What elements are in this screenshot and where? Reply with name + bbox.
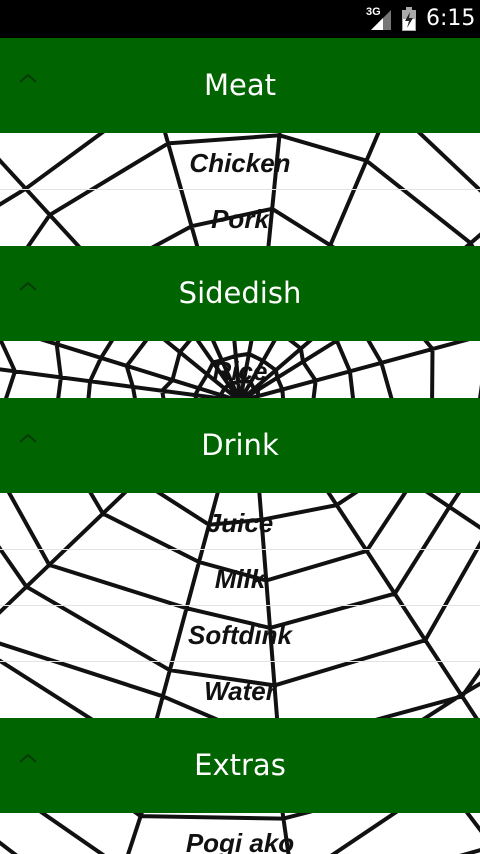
list-item-milk[interactable]: Milk (214, 564, 266, 594)
group-header-sidedish[interactable]: Sidedish (0, 246, 480, 341)
group-title: Meat (203, 68, 276, 102)
group-items-meat: Chicken Pork (0, 133, 480, 246)
chevron-up-icon (19, 281, 37, 291)
list-item-juice[interactable]: Juice (206, 508, 274, 538)
network-type: 3G (366, 6, 381, 18)
spiderweb-background (0, 341, 480, 398)
chevron-up-icon (19, 433, 37, 443)
group-items-drink: Juice Milk Softdink Water (0, 493, 480, 718)
group-header-meat[interactable]: Meat (0, 38, 480, 133)
group-items-extras: Pogi ako (0, 813, 480, 854)
chevron-up-icon (19, 753, 37, 763)
clock: 6:15 (426, 6, 476, 31)
list-item-pogi-ako[interactable]: Pogi ako (185, 828, 295, 854)
signal-icon (371, 10, 391, 30)
battery-icon (402, 7, 416, 31)
status-bar: 3G 6:15 (0, 0, 480, 38)
list-item-chicken[interactable]: Chicken (189, 148, 291, 178)
group-items-sidedish: Rice (0, 341, 480, 398)
group-header-drink[interactable]: Drink (0, 398, 480, 493)
group-title: Extras (194, 748, 286, 782)
list-item-pork[interactable]: Pork (211, 204, 269, 234)
group-header-extras[interactable]: Extras (0, 718, 480, 813)
list-item-rice[interactable]: Rice (212, 356, 268, 386)
group-title: Sidedish (178, 276, 302, 310)
list-item-water[interactable]: Water (204, 676, 276, 706)
list-item-softdink[interactable]: Softdink (188, 620, 292, 650)
group-title: Drink (201, 428, 279, 462)
chevron-up-icon (19, 73, 37, 83)
